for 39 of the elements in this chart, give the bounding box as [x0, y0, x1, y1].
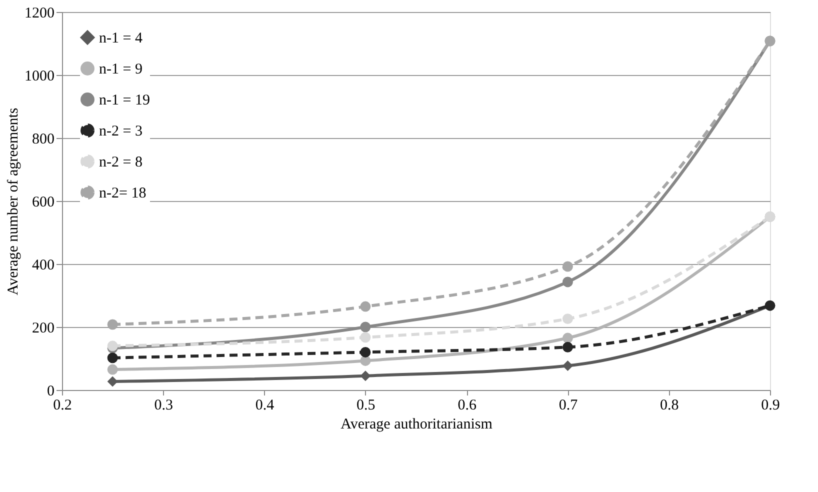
- y-tick-label: 800: [32, 132, 54, 148]
- legend-label: n-1 = 4: [99, 30, 143, 46]
- y-tick-label: 200: [32, 320, 54, 336]
- point: [107, 352, 118, 364]
- point: [360, 346, 371, 358]
- point: [360, 301, 371, 312]
- point: [107, 319, 118, 330]
- y-tick-label: 600: [32, 194, 54, 210]
- point: [562, 276, 573, 288]
- legend-label: n-2 = 3: [99, 124, 142, 140]
- x-tick-label: 0.3: [154, 398, 174, 414]
- y-tick-label: 400: [32, 258, 54, 274]
- x-tick-label: 0.2: [53, 398, 72, 414]
- x-tick-label: 0.7: [558, 398, 578, 414]
- point: [360, 370, 371, 382]
- y-tick-label: 0: [47, 384, 54, 400]
- point: [107, 364, 118, 375]
- y-tick-label: 1000: [24, 68, 54, 84]
- legend-label: n-2 = 8: [99, 154, 142, 170]
- x-tick-label: 0.9: [761, 398, 780, 414]
- x-tick-label: 0.5: [356, 398, 376, 414]
- y-tick-label: 1200: [24, 6, 54, 22]
- point: [360, 355, 371, 366]
- point: [360, 332, 371, 343]
- y-axis-title: Average number of agreements: [6, 108, 22, 296]
- point: [562, 360, 573, 371]
- legend-label: n-1 = 19: [99, 92, 150, 108]
- point: [360, 322, 371, 332]
- point: [562, 314, 573, 324]
- x-tick-label: 0.6: [458, 398, 477, 414]
- x-axis-title: Average authoritarianism: [340, 416, 493, 432]
- x-tick-label: 0.4: [255, 398, 275, 414]
- legend-label: n-1 = 9: [99, 62, 142, 78]
- point: [562, 261, 573, 272]
- legend-label: n-2= 18: [99, 186, 146, 202]
- x-tick-label: 0.8: [660, 398, 679, 414]
- point: [107, 376, 118, 387]
- point: [562, 332, 573, 344]
- point: [562, 342, 573, 352]
